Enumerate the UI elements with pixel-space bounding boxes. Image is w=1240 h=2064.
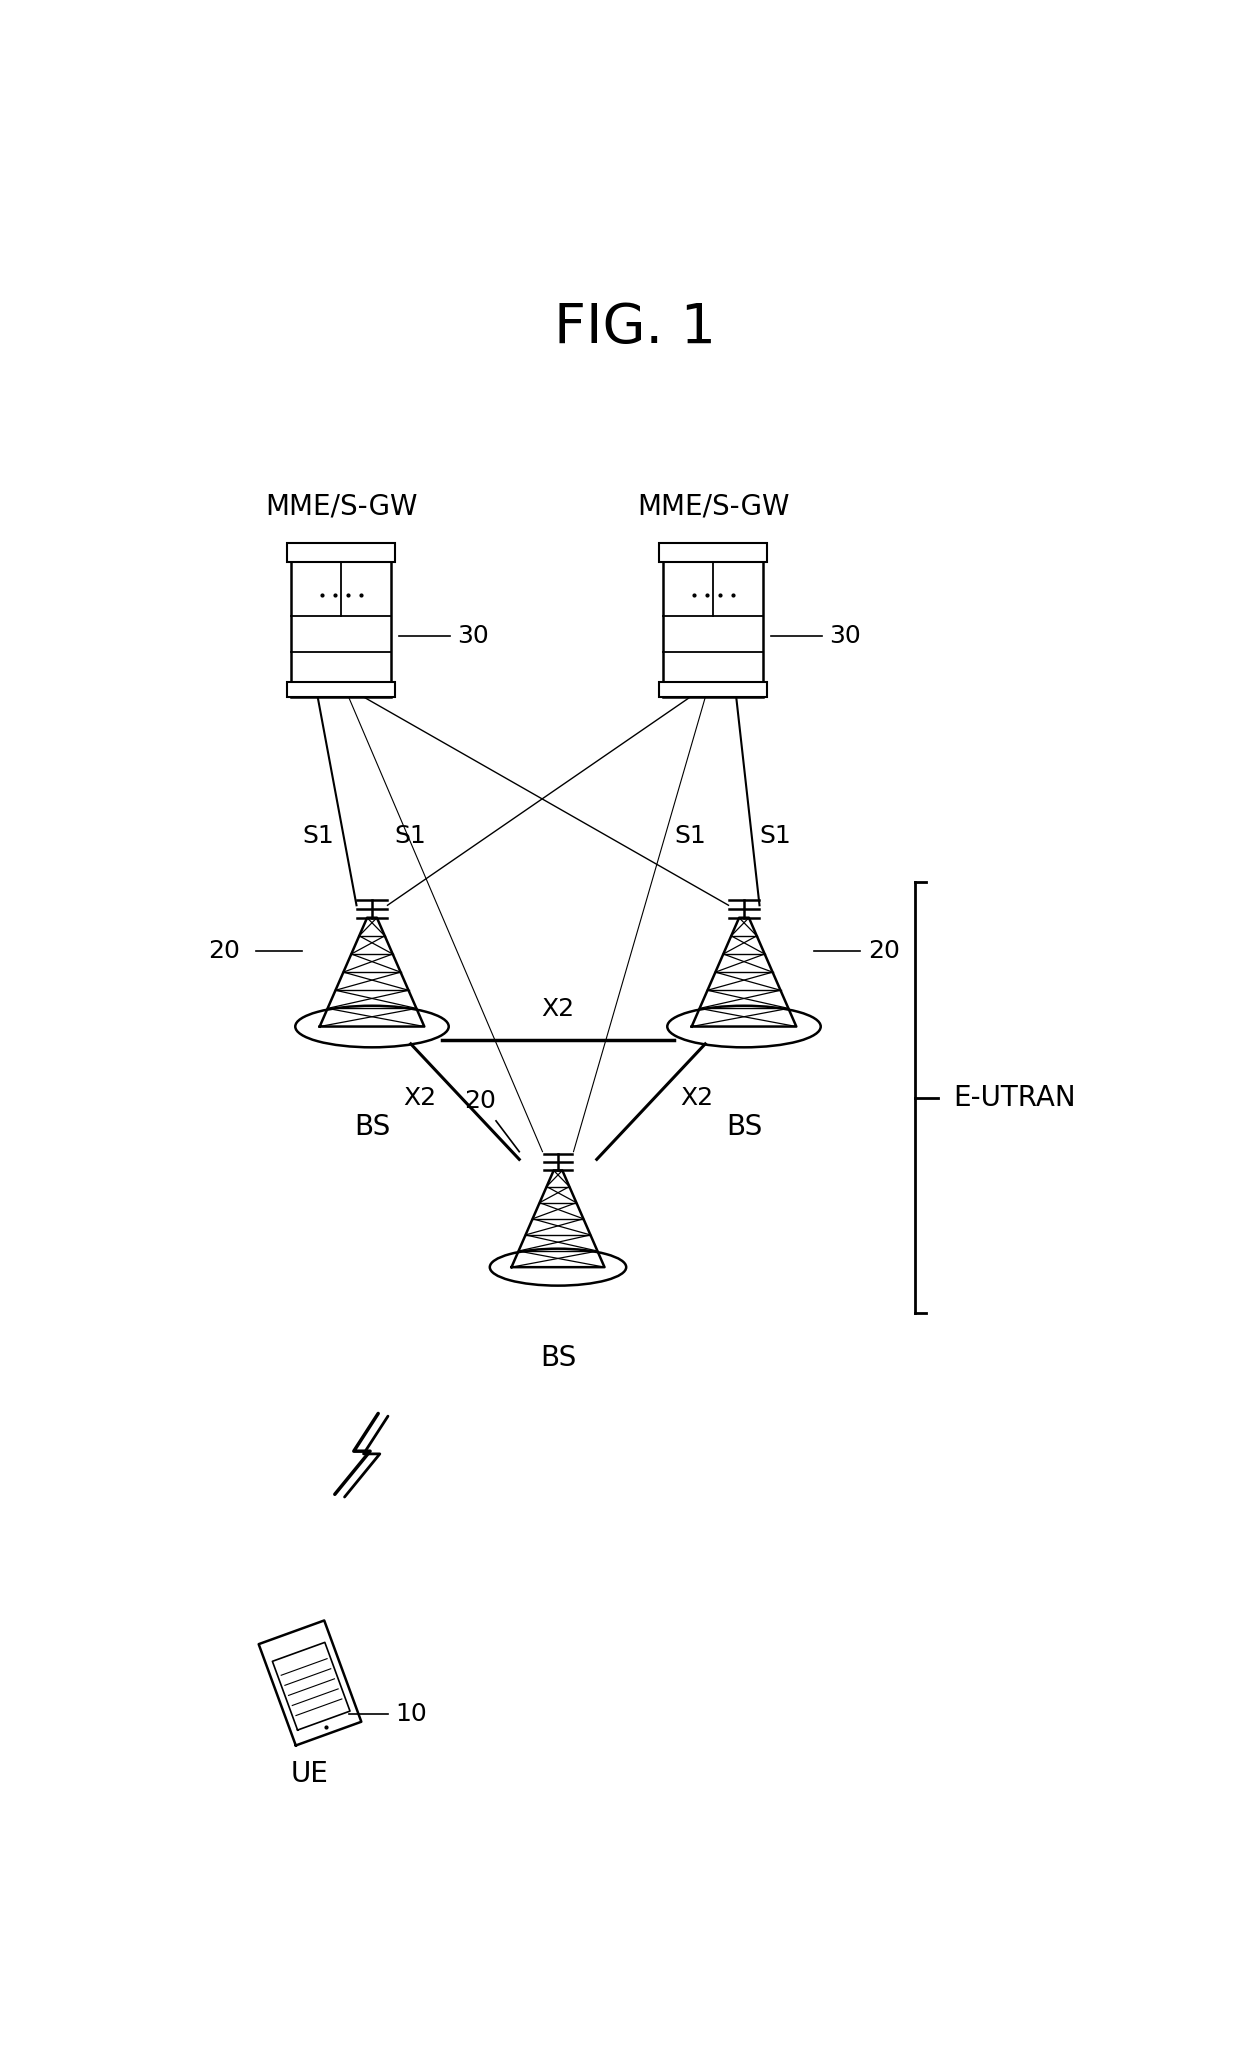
Text: FIG. 1: FIG. 1 (554, 301, 717, 355)
Bar (658, 543, 768, 561)
Bar (662, 543, 764, 698)
Text: S1: S1 (394, 824, 427, 848)
Text: X2: X2 (542, 997, 574, 1022)
Text: S1: S1 (673, 824, 706, 848)
Text: 20: 20 (464, 1090, 496, 1112)
Text: X2: X2 (403, 1086, 436, 1110)
Text: BS: BS (725, 1112, 763, 1141)
Text: MME/S-GW: MME/S-GW (265, 491, 417, 520)
Text: 20: 20 (208, 939, 241, 964)
Text: UE: UE (291, 1761, 329, 1787)
Bar (658, 681, 768, 698)
Text: BS: BS (539, 1344, 577, 1373)
Text: S1: S1 (301, 824, 334, 848)
Text: MME/S-GW: MME/S-GW (637, 491, 789, 520)
Text: 10: 10 (396, 1701, 427, 1726)
Polygon shape (259, 1620, 361, 1746)
Text: BS: BS (353, 1112, 391, 1141)
Bar (290, 543, 392, 698)
Text: 30: 30 (458, 623, 489, 648)
Text: X2: X2 (680, 1086, 713, 1110)
Text: 30: 30 (830, 623, 861, 648)
Text: S1: S1 (759, 824, 791, 848)
Text: 20: 20 (868, 939, 900, 964)
Bar (286, 543, 396, 561)
Bar (286, 681, 396, 698)
Text: E-UTRAN: E-UTRAN (954, 1084, 1076, 1112)
